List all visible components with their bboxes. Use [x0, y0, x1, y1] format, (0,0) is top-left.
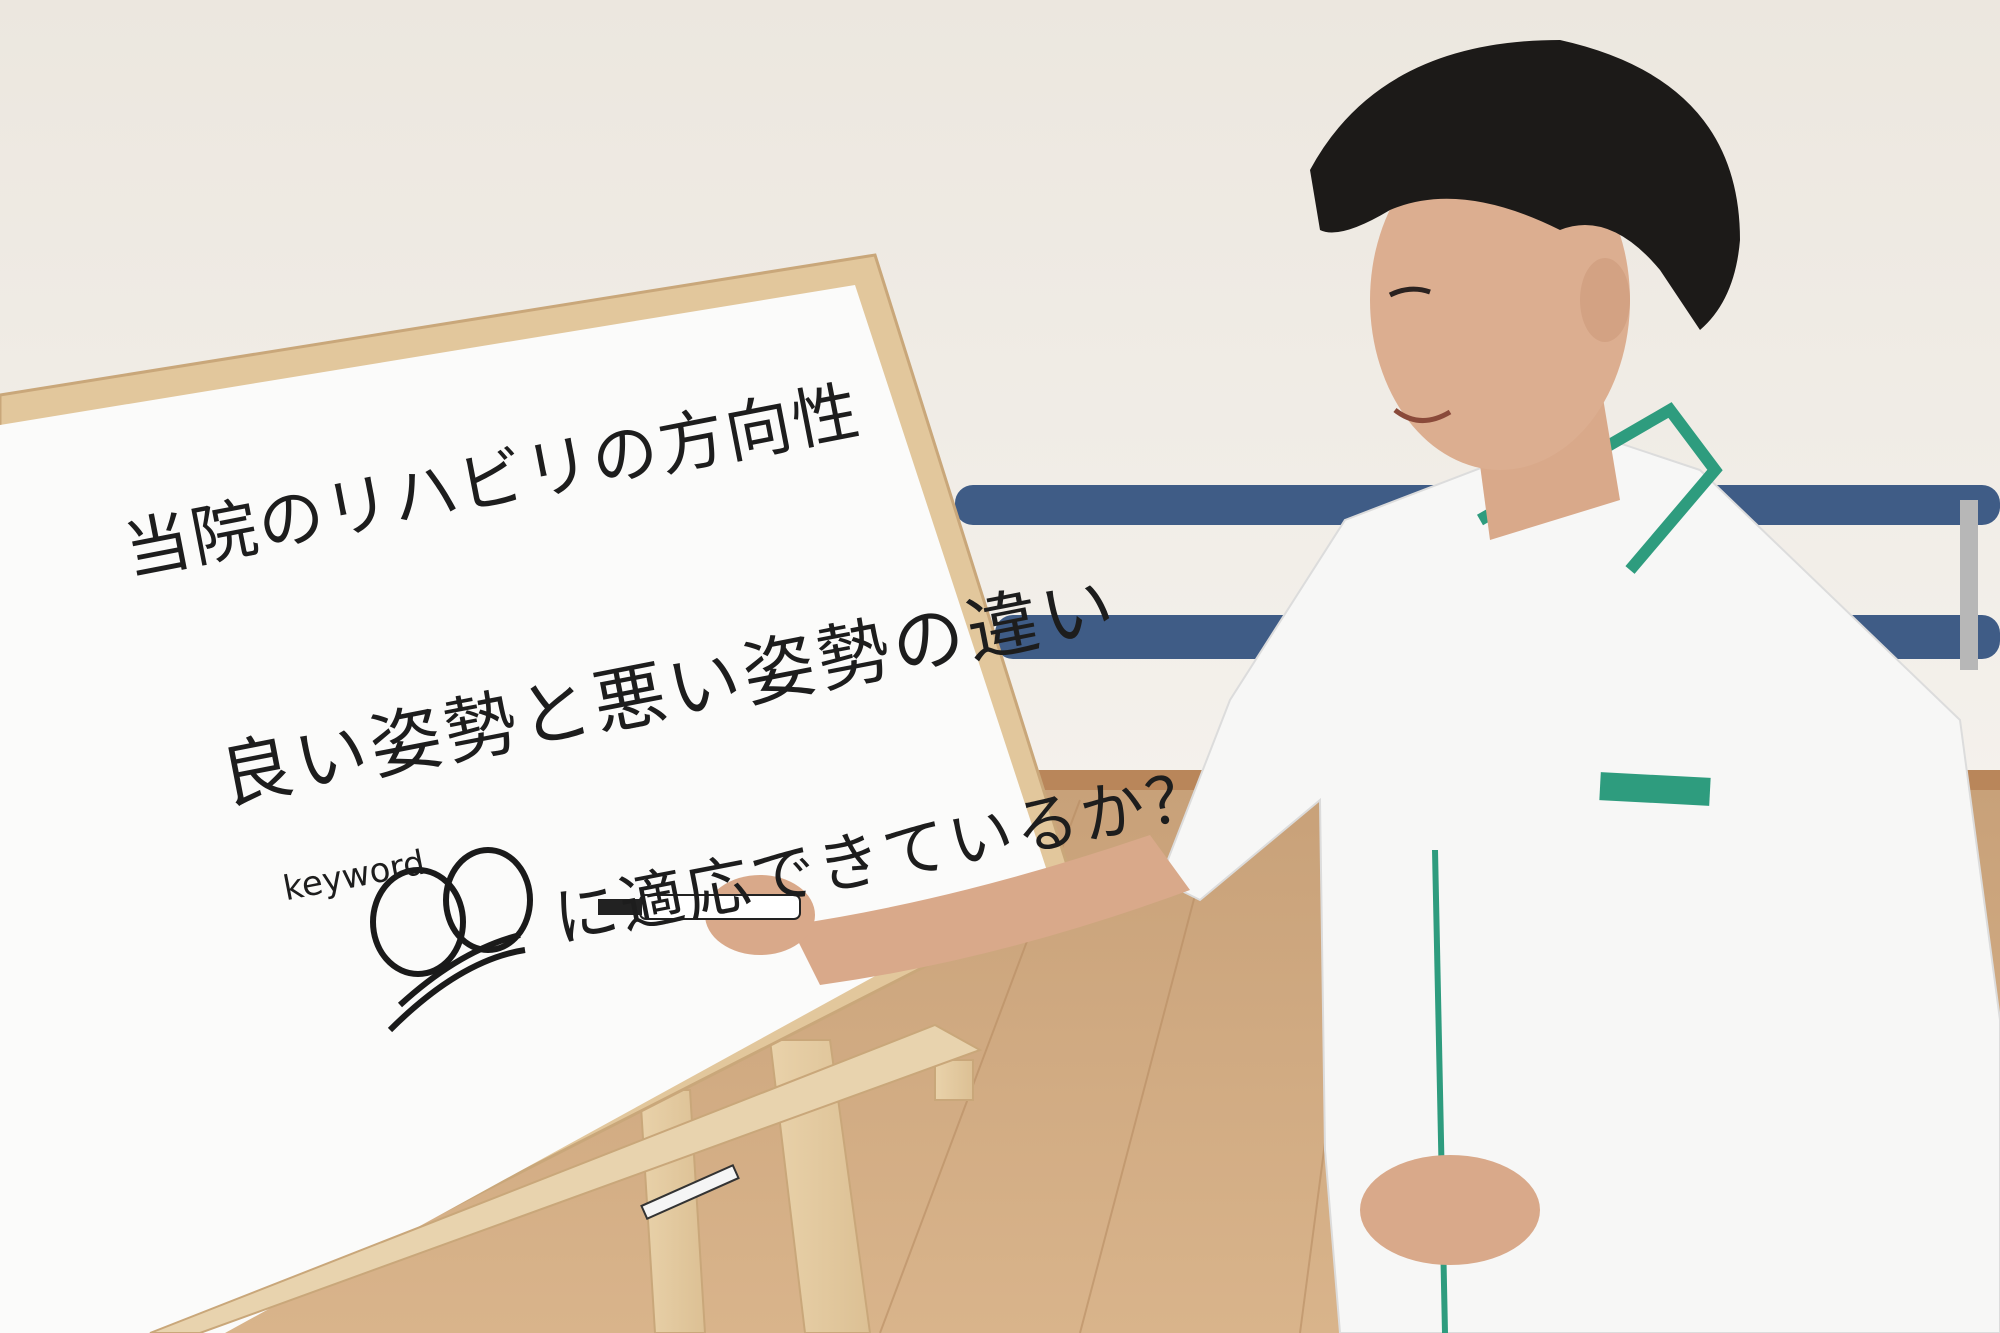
hair — [1310, 40, 1740, 330]
arm — [790, 835, 1190, 985]
tray-marker — [640, 1163, 740, 1221]
lower-hand — [1360, 1155, 1540, 1265]
whiteboard-surface — [0, 285, 1050, 1333]
drawn-circles — [370, 847, 533, 1033]
man — [598, 40, 2000, 1333]
marker-tray — [149, 1023, 983, 1333]
